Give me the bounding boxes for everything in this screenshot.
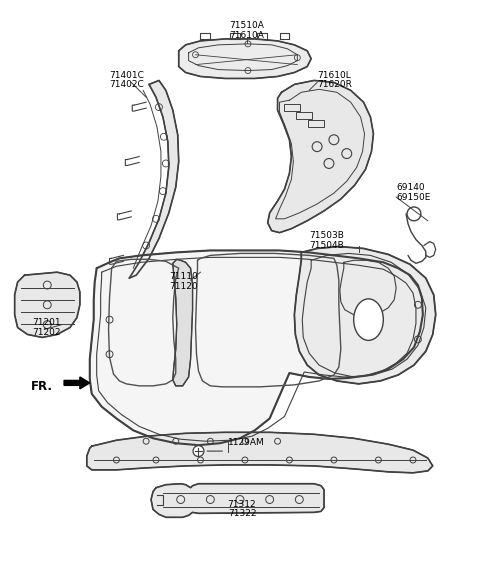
- Polygon shape: [87, 432, 433, 473]
- Text: 71402C: 71402C: [109, 80, 144, 89]
- Bar: [285, 104, 300, 111]
- Circle shape: [193, 445, 204, 456]
- Text: FR.: FR.: [30, 380, 52, 394]
- Text: 71504B: 71504B: [309, 241, 344, 250]
- Text: 71620R: 71620R: [317, 80, 352, 89]
- Text: 71503B: 71503B: [309, 231, 344, 239]
- Bar: [296, 112, 312, 119]
- Text: 71510A: 71510A: [229, 21, 264, 30]
- Polygon shape: [90, 250, 423, 445]
- Text: 71610L: 71610L: [317, 70, 351, 80]
- FancyArrow shape: [64, 377, 90, 389]
- Polygon shape: [179, 39, 311, 78]
- Polygon shape: [268, 80, 373, 233]
- Text: 71202: 71202: [33, 328, 61, 336]
- Text: 69140: 69140: [396, 183, 425, 192]
- Text: 71322: 71322: [228, 509, 256, 518]
- Polygon shape: [173, 259, 192, 386]
- Polygon shape: [14, 272, 80, 338]
- Text: 71401C: 71401C: [109, 70, 144, 80]
- Polygon shape: [294, 246, 436, 384]
- Text: 71610A: 71610A: [229, 31, 264, 40]
- Ellipse shape: [354, 299, 384, 340]
- Bar: [308, 120, 324, 127]
- Text: 71110: 71110: [169, 272, 198, 281]
- Text: 1129AM: 1129AM: [228, 439, 265, 447]
- Polygon shape: [129, 80, 179, 278]
- Text: 71201: 71201: [33, 318, 61, 327]
- Text: 69150E: 69150E: [396, 193, 431, 202]
- Text: 71312: 71312: [228, 500, 256, 508]
- Text: 71120: 71120: [169, 282, 197, 291]
- Polygon shape: [151, 484, 324, 518]
